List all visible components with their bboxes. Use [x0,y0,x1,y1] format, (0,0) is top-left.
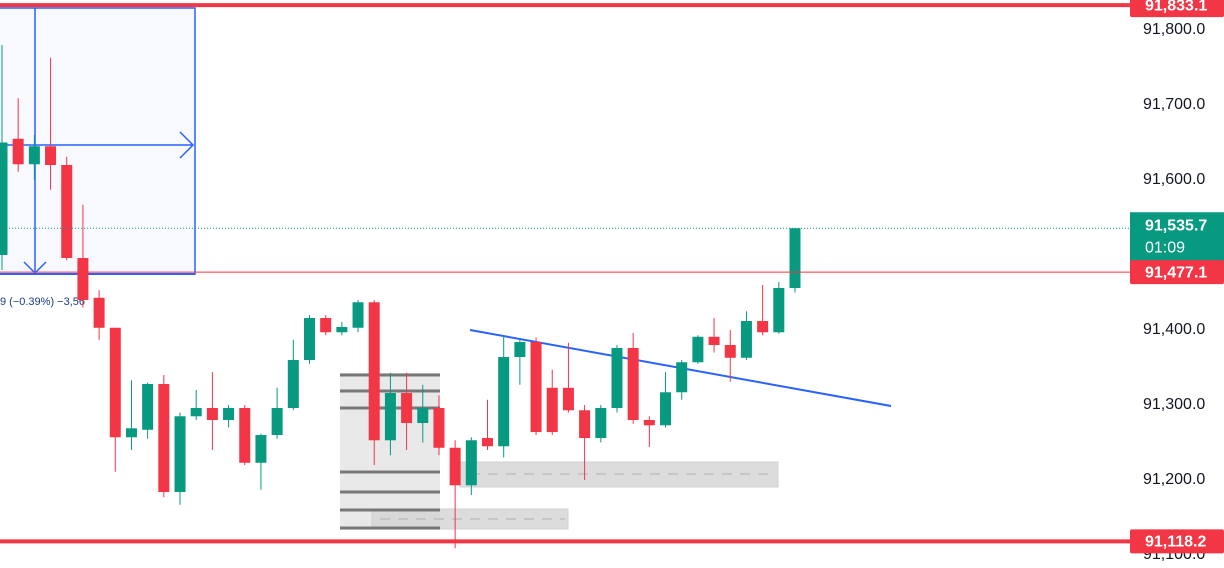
candle-body [562,387,574,411]
candle-body [498,357,510,447]
candle-body [109,327,121,438]
candle-body [12,138,24,165]
candle-body [77,258,89,301]
candle-body [530,342,542,433]
level-label: 91,477.1 [1145,264,1207,281]
candle-body [61,165,73,259]
candle-body [158,384,170,493]
candle-body [417,408,429,424]
candle-body [271,408,283,436]
candle-body [692,336,704,363]
candle-body [190,408,202,417]
candle-body [789,228,801,289]
candle-body [660,392,672,426]
candle-body [174,416,186,493]
candle-body [320,318,332,333]
y-tick-label: 91,200.0 [1143,471,1205,488]
countdown: 01:09 [1145,239,1185,256]
candle-body [384,393,396,441]
candle-body [206,408,218,421]
y-tick-label: 91,800.0 [1143,21,1205,38]
candle-body [433,408,445,448]
last-price-box [1130,212,1224,265]
candle-body [627,348,639,421]
candle-body [45,146,57,166]
measure-label: 9 (−0.39%) −3,56 [0,296,85,308]
candle-body [239,408,251,463]
candle-body [514,342,526,358]
candle-body [93,297,105,328]
level-box [1130,529,1224,554]
y-tick-label: 91,600.0 [1143,171,1205,188]
candle-body [708,336,720,346]
candle-body [0,142,8,256]
candle-body [287,360,299,409]
level-box [1130,0,1224,18]
candle-body [579,410,591,439]
level-label: 91,833.1 [1145,0,1207,14]
y-tick-label: 91,400.0 [1143,321,1205,338]
candle-body [482,438,494,447]
candle-body [724,345,736,358]
last-price-label: 91,535.7 [1145,217,1207,234]
candle-body [546,387,558,433]
candle-body [740,321,752,358]
y-tick-label: 91,300.0 [1143,396,1205,413]
candle-body [28,146,40,165]
candle-body [352,302,364,328]
candle-body [449,447,461,486]
candle-body [255,435,267,463]
candle-body [611,348,623,409]
candle-body [643,420,655,426]
level-box [1130,260,1224,285]
candle-body [595,408,607,439]
measure-tool [0,7,196,275]
candle-body [125,428,137,438]
candle-body [303,318,315,361]
candle-body [465,440,477,486]
candle-body [676,362,688,393]
candle-body [142,384,154,430]
candle-body [223,408,235,421]
candle-body [773,288,785,333]
candle-body [757,321,769,333]
y-tick-label: 91,700.0 [1143,96,1205,113]
candle-body [401,393,413,424]
candle-body [336,327,348,333]
level-label: 91,118.2 [1145,534,1207,551]
candle-body [368,302,380,441]
